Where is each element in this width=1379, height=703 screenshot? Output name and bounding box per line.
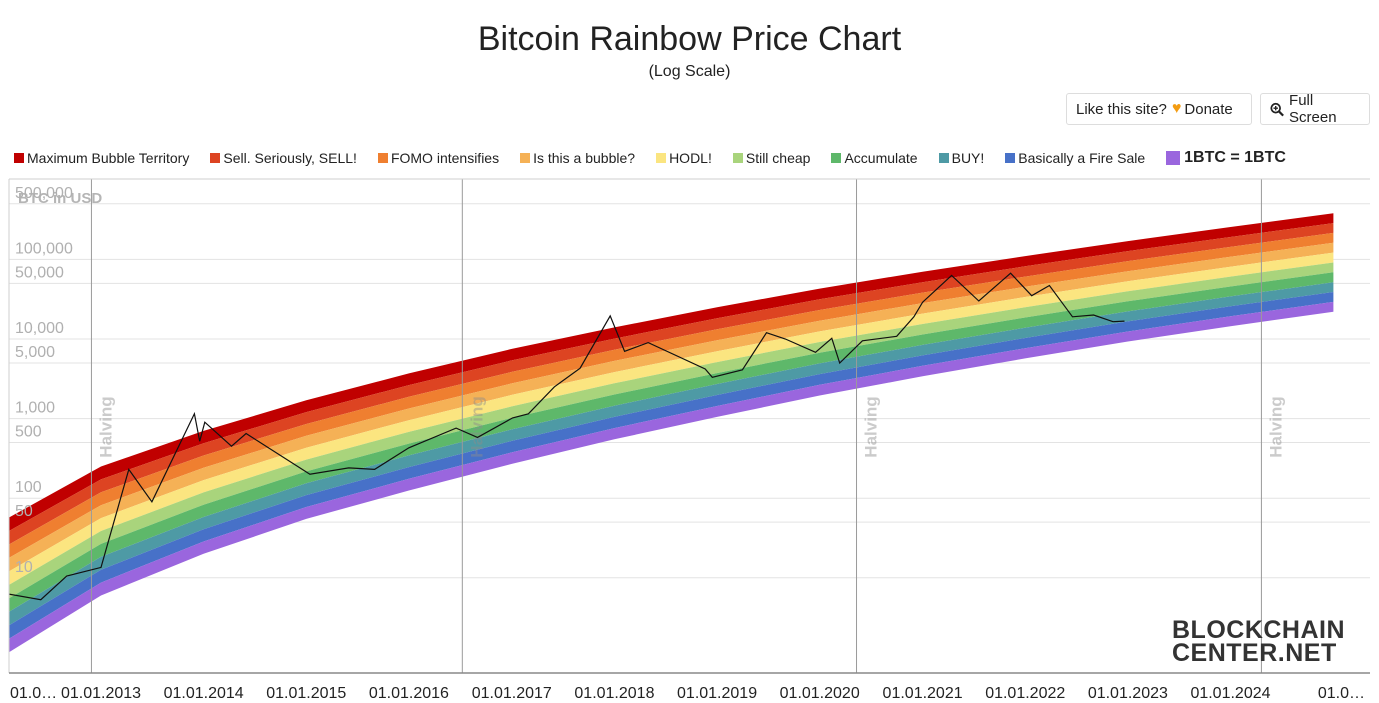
logo-line-1: BLOCKCHAIN bbox=[1172, 616, 1346, 644]
price-line bbox=[9, 272, 1125, 601]
donate-button[interactable]: Like this site? ♥ Donate bbox=[1066, 93, 1252, 125]
x-tick-label: 01.01.2019 bbox=[677, 685, 757, 702]
donate-prefix: Like this site? bbox=[1076, 100, 1167, 118]
legend-swatch bbox=[1166, 151, 1181, 165]
legend-label: Sell. Seriously, SELL! bbox=[223, 150, 357, 166]
legend-swatch bbox=[377, 153, 388, 163]
fullscreen-button[interactable]: Full Screen bbox=[1260, 92, 1370, 126]
page-title: Bitcoin Rainbow Price Chart bbox=[477, 20, 902, 58]
halving-label: Halving bbox=[1266, 396, 1285, 457]
legend-swatch bbox=[14, 153, 24, 163]
x-tick-label: 01.01.2014 bbox=[164, 685, 244, 702]
legend-item[interactable]: HODL! bbox=[656, 150, 712, 166]
y-tick-label: 50,000 bbox=[15, 264, 64, 281]
chart-legend: Maximum Bubble Territory Sell. Seriously,… bbox=[14, 146, 1286, 170]
legend-item[interactable]: Basically a Fire Sale bbox=[1005, 150, 1145, 166]
donate-label: Donate bbox=[1184, 100, 1233, 118]
x-tick-label: 01.01.2024 bbox=[1190, 685, 1270, 702]
rainbow-bands bbox=[9, 213, 1334, 653]
legend-swatch bbox=[520, 153, 531, 163]
y-tick-label: 100 bbox=[15, 479, 42, 496]
x-tick-label: 01.0… bbox=[1318, 685, 1365, 702]
x-tick-label: 01.0… bbox=[10, 685, 57, 702]
legend-item[interactable]: BUY! bbox=[938, 150, 985, 166]
y-tick-label: 5,000 bbox=[15, 344, 55, 361]
y-tick-label: 100,000 bbox=[15, 240, 73, 257]
legend-item[interactable]: Still cheap bbox=[732, 150, 811, 166]
x-tick-label: 01.01.2023 bbox=[1088, 685, 1168, 702]
legend-label: Maximum Bubble Territory bbox=[27, 150, 190, 166]
legend-item[interactable]: Maximum Bubble Territory bbox=[14, 150, 189, 166]
x-tick-label: 01.01.2018 bbox=[574, 685, 654, 702]
halving-label: Halving bbox=[467, 396, 486, 457]
legend-item[interactable]: 1BTC = 1BTC bbox=[1166, 149, 1286, 167]
logo-line-2: CENTER.NET bbox=[1172, 639, 1337, 667]
chart-subtitle: (Log Scale) bbox=[648, 63, 731, 80]
zoom-in-icon bbox=[1270, 102, 1284, 116]
legend-label: Basically a Fire Sale bbox=[1018, 150, 1146, 166]
fullscreen-label: Full Screen bbox=[1289, 92, 1337, 126]
legend-swatch bbox=[656, 153, 667, 163]
legend-swatch bbox=[732, 153, 743, 163]
y-axis-title: BTC in USD bbox=[18, 190, 102, 207]
x-tick-label: 01.01.2013 bbox=[61, 685, 141, 702]
legend-item[interactable]: FOMO intensifies bbox=[377, 150, 500, 166]
heart-icon: ♥ bbox=[1171, 100, 1182, 117]
y-tick-label: 10,000 bbox=[15, 320, 64, 337]
halving-label: Halving bbox=[862, 396, 881, 457]
legend-label: Still cheap bbox=[745, 150, 811, 166]
x-tick-label: 01.01.2017 bbox=[472, 685, 552, 702]
y-tick-label: 50 bbox=[15, 503, 33, 520]
x-tick-label: 01.01.2020 bbox=[780, 685, 860, 702]
legend-swatch bbox=[210, 153, 221, 163]
y-tick-label: 500 bbox=[15, 424, 42, 441]
x-tick-label: 01.01.2022 bbox=[985, 685, 1065, 702]
halving-label: Halving bbox=[96, 396, 115, 457]
y-tick-label: 1,000 bbox=[15, 400, 55, 417]
legend-item[interactable]: Accumulate bbox=[831, 150, 918, 166]
y-tick-label: 10 bbox=[15, 559, 33, 576]
legend-label: 1BTC = 1BTC bbox=[1184, 149, 1286, 166]
legend-label: Is this a bubble? bbox=[533, 150, 636, 166]
legend-swatch bbox=[1005, 153, 1016, 163]
x-tick-label: 01.01.2015 bbox=[266, 685, 346, 702]
legend-label: FOMO intensifies bbox=[390, 150, 500, 166]
blockchaincenter-logo: BLOCKCHAIN CENTER.NET bbox=[1172, 616, 1346, 667]
y-tick-label: 500,000 bbox=[15, 185, 73, 202]
legend-item[interactable]: Is this a bubble? bbox=[520, 150, 635, 166]
legend-swatch bbox=[831, 153, 842, 163]
legend-item[interactable]: Sell. Seriously, SELL! bbox=[210, 150, 357, 166]
legend-swatch bbox=[938, 153, 949, 163]
legend-label: HODL! bbox=[669, 150, 712, 166]
legend-label: Accumulate bbox=[844, 150, 918, 166]
x-tick-label: 01.01.2016 bbox=[369, 685, 449, 702]
legend-label: BUY! bbox=[951, 150, 985, 166]
x-tick-label: 01.01.2021 bbox=[883, 685, 963, 702]
